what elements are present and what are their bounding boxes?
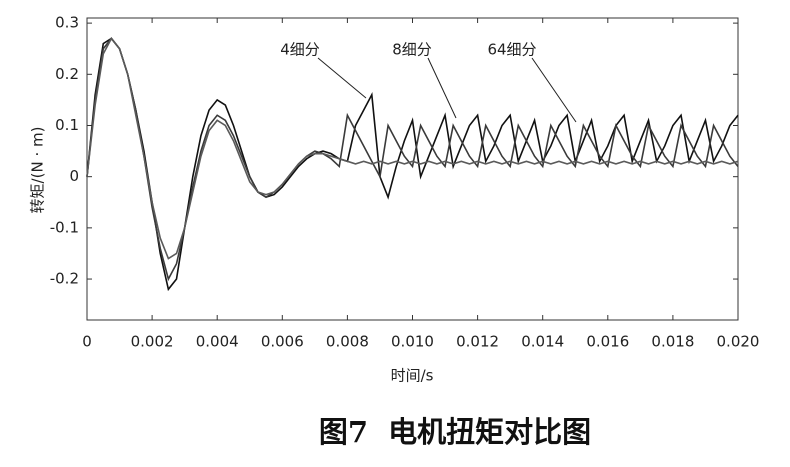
series-line	[86, 37, 739, 282]
y-tick-label: 0	[69, 167, 79, 185]
annotation-arrow	[317, 57, 367, 99]
x-tick-label: 0.010	[391, 333, 434, 351]
x-tick-label: 0.014	[521, 333, 564, 351]
x-tick-label: 0.018	[651, 333, 694, 351]
annotation-arrow	[531, 57, 577, 123]
chart-title: 图7 电机扭矩对比图	[319, 415, 591, 449]
series-line	[86, 37, 739, 260]
x-tick-label: 0.020	[717, 333, 760, 351]
x-tick-label: 0.008	[326, 333, 369, 351]
y-axis-label: 转矩/(N · m)	[29, 127, 47, 214]
annotation: 8细分	[392, 41, 432, 59]
x-tick-label: 0.002	[131, 333, 174, 351]
x-tick-label: 0.016	[586, 333, 629, 351]
x-tick-label: 0.004	[196, 333, 239, 351]
y-tick-label: 0.1	[55, 116, 79, 134]
annotation: 64细分	[487, 41, 536, 59]
y-tick-label: -0.2	[50, 270, 79, 288]
x-tick-label: 0	[82, 333, 92, 351]
annotation: 4细分	[280, 41, 320, 59]
y-tick-label: -0.1	[50, 218, 79, 236]
x-tick-label: 0.012	[456, 333, 499, 351]
x-tick-label: 0.006	[261, 333, 304, 351]
x-axis-label: 时间/s	[391, 367, 434, 385]
series-line	[86, 37, 739, 292]
y-tick-label: 0.2	[55, 65, 79, 83]
plot-frame	[86, 17, 739, 321]
annotation-arrow	[427, 57, 457, 119]
y-tick-label: 0.3	[55, 14, 79, 32]
